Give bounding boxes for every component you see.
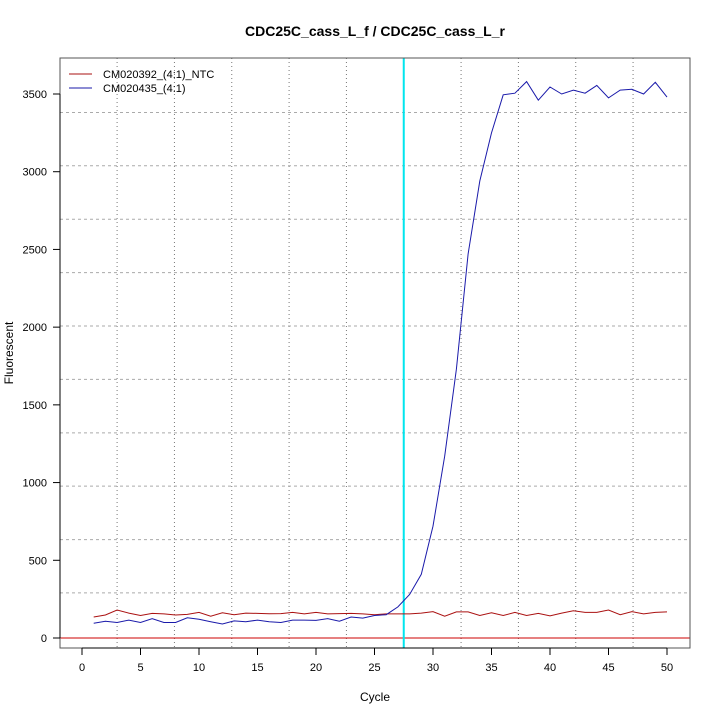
- reference-lines: [60, 58, 690, 648]
- x-tick-label: 5: [137, 662, 143, 674]
- x-tick-label: 35: [485, 662, 497, 674]
- y-tick-label: 3500: [23, 89, 47, 101]
- legend: CM020392_(4:1)_NTC CM020435_(4:1): [69, 69, 214, 95]
- x-tick-label: 50: [661, 662, 673, 674]
- y-tick-label: 2000: [23, 322, 47, 334]
- legend-label-0: CM020392_(4:1)_NTC: [103, 69, 214, 81]
- x-tick-label: 45: [602, 662, 614, 674]
- plot-frame: [59, 57, 691, 649]
- series-line-1: [93, 80, 668, 625]
- x-tick-label: 25: [368, 662, 380, 674]
- series-lines: [93, 80, 668, 625]
- y-tick-label: 2500: [23, 244, 47, 256]
- y-tick-label: 3000: [23, 167, 47, 179]
- y-tick-label: 1000: [23, 478, 47, 490]
- grid: [60, 58, 690, 648]
- x-tick-label: 20: [310, 662, 322, 674]
- y-tick-label: 1500: [23, 400, 47, 412]
- y-axis-label: Fluorescent: [2, 321, 16, 384]
- y-tick-label: 500: [29, 555, 47, 567]
- x-tick-label: 30: [427, 662, 439, 674]
- x-tick-label: 15: [251, 662, 263, 674]
- x-axis-label: Cycle: [360, 690, 390, 704]
- series-line-0: [93, 609, 668, 618]
- x-axis: 0 5 10 15 20 25 30 35 40 45 50: [79, 647, 673, 674]
- y-axis: 0 500 1000 1500 2000 2500 3000 3500: [23, 89, 61, 645]
- chart-title: CDC25C_cass_L_f / CDC25C_cass_L_r: [245, 23, 505, 39]
- y-tick-label: 0: [41, 633, 47, 645]
- x-tick-label: 0: [79, 662, 85, 674]
- x-tick-label: 10: [193, 662, 205, 674]
- legend-label-1: CM020435_(4:1): [103, 83, 186, 95]
- x-tick-label: 40: [544, 662, 556, 674]
